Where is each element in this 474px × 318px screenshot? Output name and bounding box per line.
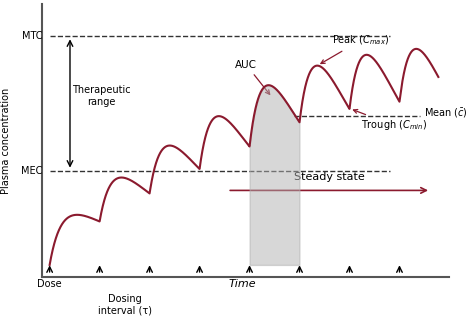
Text: Steady state: Steady state (294, 172, 365, 182)
Text: MTC: MTC (22, 31, 42, 41)
Text: Dose: Dose (37, 279, 62, 288)
Text: MEC: MEC (21, 166, 42, 176)
Text: Trough ($C_{min}$): Trough ($C_{min}$) (354, 109, 427, 132)
Text: Time: Time (228, 279, 256, 288)
Text: Peak ($C_{max}$): Peak ($C_{max}$) (321, 33, 390, 64)
Text: AUC: AUC (235, 60, 270, 94)
Text: Therapeutic
range: Therapeutic range (72, 85, 131, 107)
Text: Mean ($\bar{c}$): Mean ($\bar{c}$) (424, 107, 467, 120)
Text: Plasma concentration: Plasma concentration (0, 88, 10, 194)
Text: Dosing
interval (τ): Dosing interval (τ) (98, 294, 152, 315)
